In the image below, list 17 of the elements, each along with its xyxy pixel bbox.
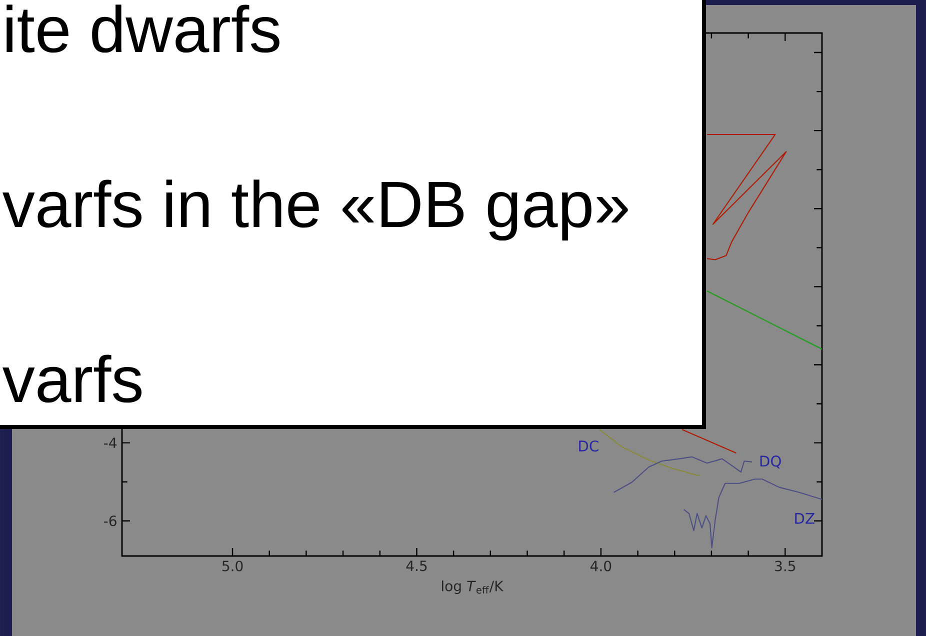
series-label: DC	[579, 440, 598, 452]
annotation: ite dwarfs	[6, 4, 280, 53]
x-tick-label: 4.0	[590, 560, 612, 572]
annotation: varfs	[2, 354, 142, 403]
x-tick-label: 5.0	[222, 560, 243, 572]
x-tick-label: 3.5	[775, 560, 796, 572]
x-axis-title: log T$_{eff}$/K	[442, 580, 504, 594]
y-tick-label: -6	[104, 516, 116, 526]
annotation: varfs in the «DB gap»	[2, 180, 628, 241]
series-label: DQ	[760, 456, 781, 468]
y-tick-label: -4	[104, 438, 116, 448]
series-label: DZ	[795, 513, 814, 524]
line-series	[683, 478, 822, 548]
line-series	[598, 429, 701, 477]
line-series	[613, 456, 753, 493]
line-series	[706, 134, 787, 260]
x-tick-label: 4.5	[406, 560, 427, 572]
